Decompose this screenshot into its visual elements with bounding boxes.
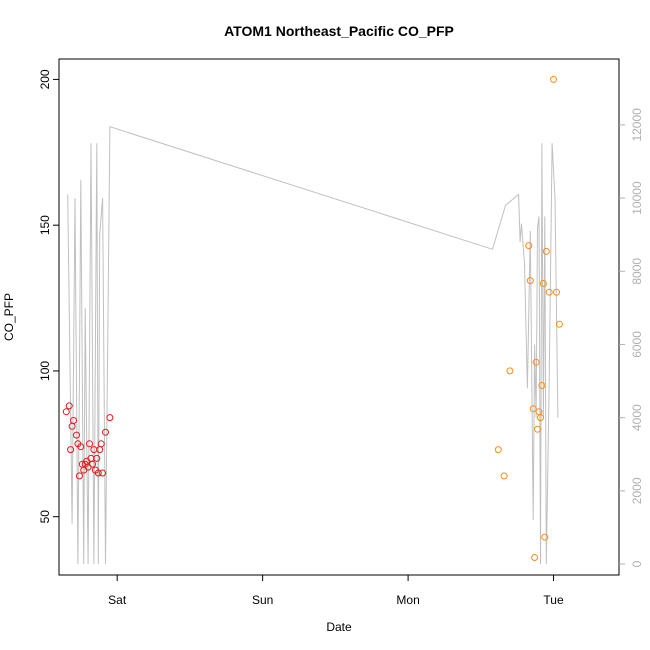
data-point-series-2 [500, 472, 508, 480]
data-point-series-2 [529, 405, 537, 413]
right-tick-label: 8000 [630, 258, 644, 285]
x-tick-label: Tue [543, 593, 564, 607]
left-tick-label: 150 [38, 215, 52, 235]
data-point-series-1 [106, 414, 114, 422]
x-tick-label: Sun [252, 593, 273, 607]
data-point-series-1 [89, 460, 96, 468]
left-axis: 50 100 150 200 [38, 69, 59, 523]
left-tick-label: 200 [38, 69, 52, 89]
data-point-series-2 [555, 320, 563, 328]
left-tick-label: 100 [38, 361, 52, 381]
data-point-series-1 [73, 431, 80, 439]
data-point-series-2 [534, 425, 541, 433]
data-point-series-2 [526, 277, 534, 285]
data-point-series-2 [525, 242, 533, 250]
data-point-series-2 [532, 358, 540, 366]
plot-frame [58, 58, 620, 576]
left-tick-label: 50 [38, 510, 52, 524]
x-axis-label: Date [326, 620, 352, 634]
secondary-line-layer [67, 126, 559, 565]
data-point-series-1 [94, 469, 102, 477]
right-tick-label: 4000 [630, 404, 644, 431]
data-point-series-1 [102, 428, 109, 436]
data-point-series-2 [506, 367, 514, 375]
data-point-series-1 [62, 408, 70, 416]
data-point-series-1 [68, 422, 76, 430]
data-point-series-1 [70, 417, 77, 424]
right-tick-label: 10000 [630, 181, 644, 215]
data-point-series-2 [531, 554, 539, 561]
data-point-series-1 [80, 466, 88, 474]
data-point-series-1 [99, 469, 107, 477]
right-axis: 0 2000 4000 6000 8000 10000 12000 [619, 108, 644, 567]
data-point-series-2 [541, 533, 549, 541]
data-point-series-2 [538, 382, 546, 389]
y-axis-label: CO_PFP [2, 293, 16, 341]
data-point-series-2 [539, 280, 547, 287]
data-point-series-2 [542, 247, 550, 255]
x-tick-label: Sat [108, 593, 127, 607]
right-tick-label: 2000 [630, 477, 644, 504]
data-point-series-2 [550, 75, 557, 83]
data-point-series-1 [97, 440, 105, 448]
x-tick-label: Mon [396, 593, 419, 607]
right-tick-label: 6000 [630, 331, 644, 358]
right-tick-label: 12000 [630, 108, 644, 142]
data-point-series-1 [67, 446, 75, 454]
data-point-series-1 [86, 440, 93, 448]
data-point-series-2 [553, 288, 560, 296]
right-tick-label: 0 [630, 560, 644, 567]
data-point-series-2 [537, 414, 544, 422]
data-point-series-1 [77, 443, 85, 451]
data-point-series-2 [494, 446, 502, 454]
data-point-series-1 [75, 472, 83, 480]
secondary-series-line [67, 126, 559, 565]
points-layer [62, 75, 563, 561]
data-point-series-1 [90, 446, 98, 454]
chart-title: ATOM1 Northeast_Pacific CO_PFP [224, 23, 454, 39]
data-point-series-2 [545, 288, 553, 296]
x-axis: Sat Sun Mon Tue [108, 575, 564, 607]
data-point-series-1 [93, 454, 101, 462]
data-point-series-1 [65, 402, 73, 410]
